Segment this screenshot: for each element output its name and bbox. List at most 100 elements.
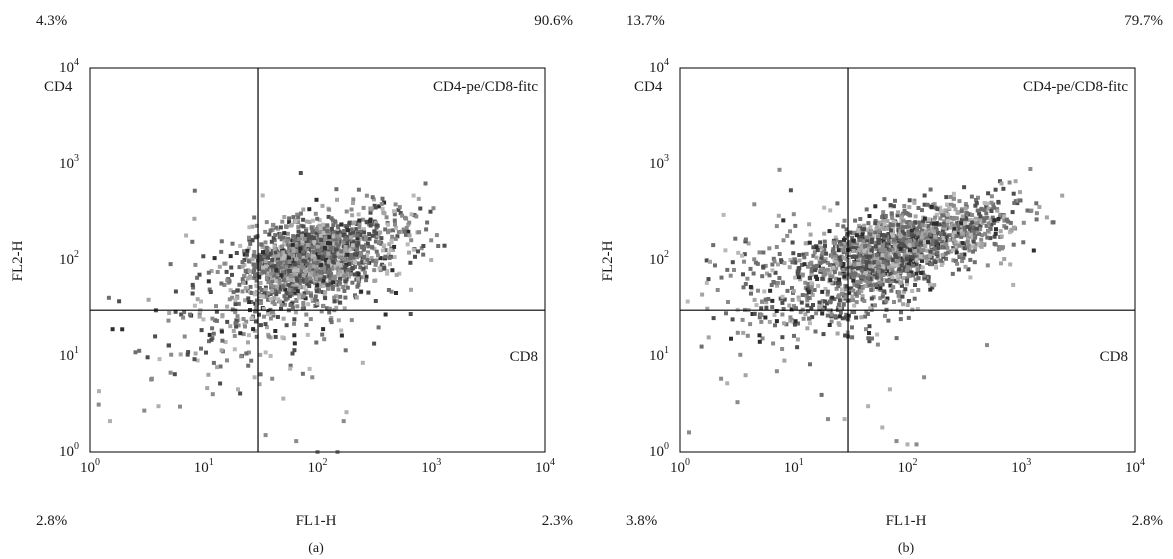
data-point (293, 219, 298, 224)
data-point (269, 282, 273, 287)
data-point (883, 313, 887, 318)
data-point (968, 257, 973, 262)
data-point (966, 267, 971, 272)
data-point (899, 215, 904, 220)
data-point (173, 289, 178, 294)
data-point (384, 215, 389, 220)
data-point (296, 225, 301, 230)
data-point (938, 239, 943, 244)
data-point (795, 345, 800, 350)
data-point (293, 244, 298, 249)
data-point (781, 218, 786, 223)
data-point (860, 285, 865, 290)
data-point (309, 271, 314, 276)
data-point (270, 268, 275, 273)
data-point (789, 307, 794, 312)
data-point (315, 275, 320, 280)
data-point (120, 327, 125, 332)
data-point (932, 283, 937, 288)
data-point (953, 259, 958, 263)
data-point (210, 326, 215, 331)
y-tick-label: 101 (59, 345, 79, 364)
data-point (792, 304, 796, 309)
data-point (986, 221, 991, 226)
data-point (926, 223, 931, 228)
data-point (349, 252, 353, 257)
data-point (880, 425, 885, 430)
data-point (244, 255, 249, 260)
data-point (292, 251, 297, 256)
data-point (342, 256, 347, 261)
data-point (1001, 186, 1006, 191)
data-point (805, 326, 810, 331)
data-point (752, 257, 757, 262)
data-point (957, 226, 962, 231)
data-point (305, 247, 310, 252)
data-point (199, 299, 203, 304)
data-point (166, 343, 171, 348)
data-point (816, 283, 821, 288)
data-point (295, 304, 300, 309)
data-point (1037, 205, 1042, 209)
data-point (935, 207, 940, 212)
data-point (364, 274, 369, 279)
data-point (890, 262, 895, 267)
data-point (863, 244, 868, 249)
data-point (350, 280, 355, 285)
data-point (153, 334, 158, 339)
data-point (389, 238, 394, 243)
data-point (299, 223, 304, 228)
data-point (322, 252, 327, 257)
data-point (858, 280, 863, 285)
data-point (864, 252, 869, 257)
data-point (254, 289, 259, 294)
data-point (984, 204, 989, 209)
data-point (292, 341, 297, 346)
data-point (337, 233, 342, 238)
data-point (219, 348, 224, 353)
data-point (366, 244, 371, 249)
data-point (204, 350, 208, 355)
data-point (841, 244, 846, 249)
data-point (921, 233, 925, 238)
data-point (988, 226, 993, 231)
data-point (879, 277, 884, 282)
data-point (272, 238, 277, 243)
data-point (292, 268, 297, 272)
data-point (383, 248, 388, 253)
data-point (265, 325, 269, 330)
data-point (828, 268, 833, 273)
data-point (832, 270, 837, 275)
data-point (892, 237, 896, 242)
data-point (230, 241, 235, 246)
data-point (243, 298, 248, 303)
data-point (890, 267, 895, 272)
data-point (804, 251, 809, 256)
data-point (261, 250, 265, 255)
data-point (854, 315, 859, 320)
data-point (807, 222, 812, 227)
data-point (238, 391, 243, 396)
data-point (214, 304, 218, 309)
data-point (106, 295, 111, 300)
data-point (951, 246, 956, 250)
data-point (915, 228, 920, 233)
data-point (271, 235, 276, 240)
data-point (386, 252, 391, 257)
data-point (933, 231, 938, 236)
data-point (352, 252, 357, 257)
data-point (378, 230, 383, 235)
data-point (279, 273, 284, 278)
x-tick-label: 103 (421, 457, 441, 476)
data-point (281, 256, 286, 261)
data-point (810, 315, 815, 320)
data-point (287, 220, 292, 224)
upper-left-percentage: 4.3% (36, 13, 68, 29)
data-point (323, 296, 328, 301)
data-point (249, 316, 254, 321)
data-point (327, 238, 331, 243)
data-point (396, 230, 401, 234)
data-point (857, 223, 861, 228)
data-point (266, 312, 271, 317)
data-point (304, 312, 309, 317)
